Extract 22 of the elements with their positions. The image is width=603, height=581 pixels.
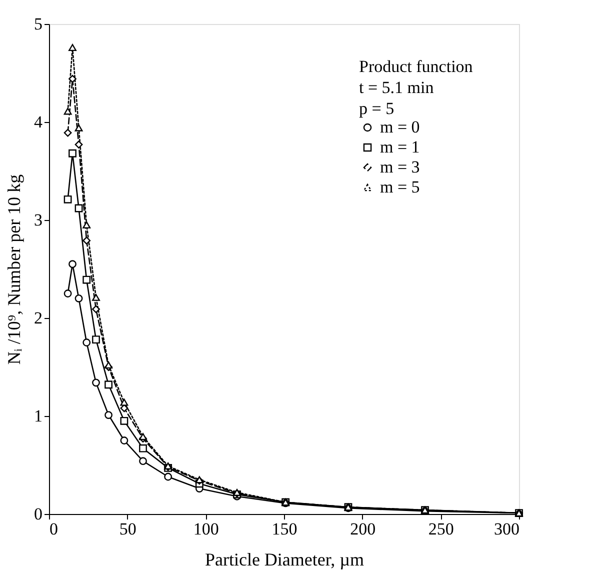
legend-label: m = 0 bbox=[380, 118, 420, 136]
x-tick-label: 200 bbox=[350, 520, 376, 538]
annotation: t = 5.1 min bbox=[359, 78, 434, 97]
legend-label: m = 3 bbox=[380, 158, 420, 176]
y-tick-label: 5 bbox=[34, 14, 42, 34]
y-tick-label: 1 bbox=[34, 406, 42, 426]
y-tick-label: 4 bbox=[34, 112, 43, 132]
y-axis-title: Nᵢ /10⁹, Number per 10 kg bbox=[4, 174, 24, 365]
x-tick-label: 300 bbox=[494, 520, 520, 538]
y-tick-label: 0 bbox=[34, 504, 42, 524]
x-tick-label: 50 bbox=[119, 520, 136, 538]
annotation: p = 5 bbox=[359, 99, 394, 118]
legend-label: m = 5 bbox=[380, 178, 420, 196]
y-tick-label: 2 bbox=[34, 308, 42, 328]
x-axis-title: Particle Diameter, µm bbox=[204, 550, 364, 570]
x-tick-label: 0 bbox=[50, 520, 58, 538]
y-tick-label: 3 bbox=[34, 210, 42, 230]
x-tick-label: 100 bbox=[193, 520, 219, 538]
annotation: Product function bbox=[359, 57, 474, 76]
x-tick-label: 150 bbox=[272, 520, 298, 538]
legend-label: m = 1 bbox=[380, 138, 420, 156]
x-tick-label: 250 bbox=[428, 520, 454, 538]
